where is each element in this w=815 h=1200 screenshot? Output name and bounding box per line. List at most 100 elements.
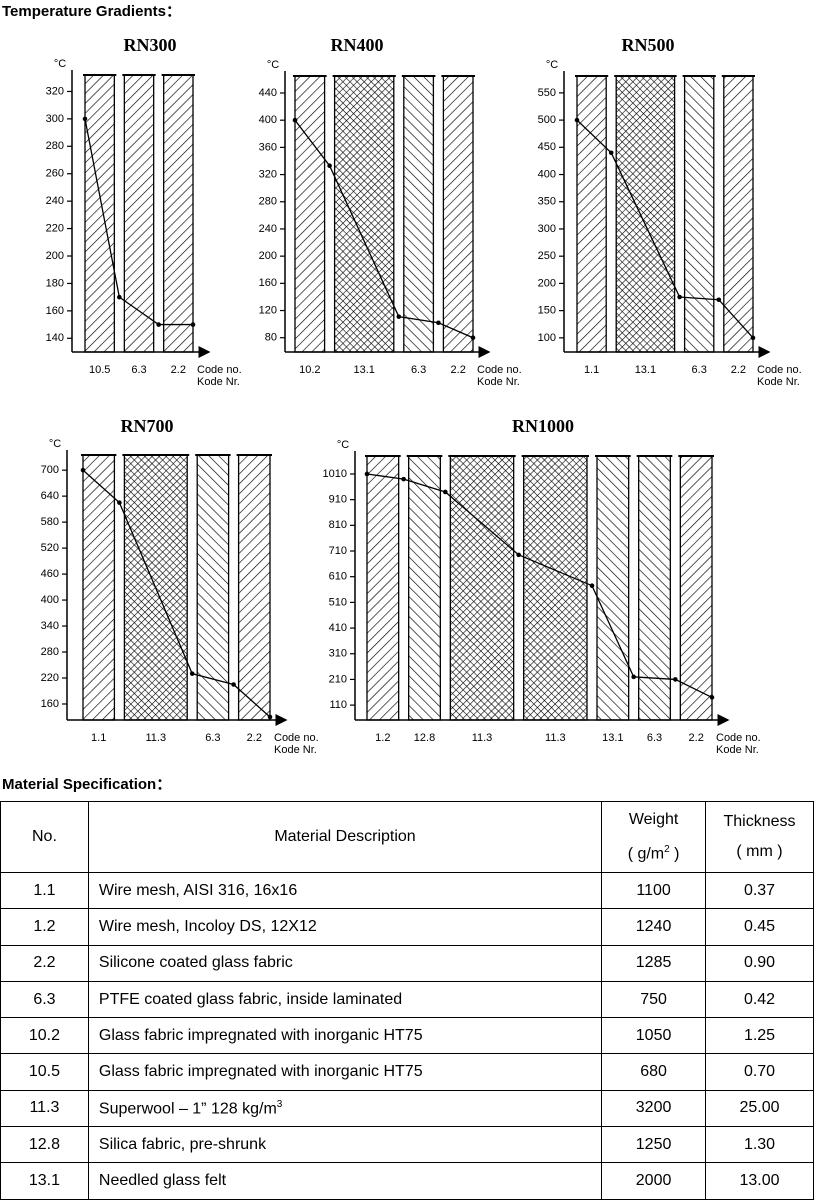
layer-code: 6.3 (205, 732, 220, 744)
x-label: Kode Nr. (197, 376, 240, 388)
cell-no: 13.1 (0, 1162, 89, 1200)
temperature-point (190, 322, 196, 327)
layer (723, 75, 754, 353)
y-tick-label: 150 (538, 305, 556, 317)
temperature-point (80, 467, 86, 473)
cell-thickness: 0.45 (705, 908, 814, 946)
x-label: Kode Nr. (757, 376, 800, 388)
cell-thickness: 1.30 (705, 1126, 814, 1164)
temperature-point (156, 322, 161, 327)
y-tick-label: 240 (46, 195, 64, 207)
x-label: Code no. (197, 364, 242, 376)
chart-title: RN500 (622, 35, 675, 55)
temperature-point (231, 682, 236, 687)
header-unit: ( mm ) (736, 843, 783, 860)
layer (615, 75, 676, 353)
header-cell: Weight ( g/m2 ) (601, 801, 707, 873)
description: Silicone coated glass fabric (98, 954, 293, 972)
description: Glass fabric impregnated with inorganic … (98, 1063, 423, 1081)
header-unit: ( g/m2 ) (602, 835, 705, 869)
layer-code: 11.3 (545, 732, 566, 744)
description: Silica fabric, pre-shrunk (98, 1135, 267, 1153)
table-row: 1.1 Wire mesh, AISI 316, 16x16 1100 0.37 (0, 871, 814, 910)
layer (163, 74, 194, 353)
x-label: Kode Nr. (274, 744, 317, 756)
y-tick-label: 310 (329, 648, 347, 660)
y-tick-label: 160 (41, 698, 59, 710)
cell-no: 10.2 (0, 1017, 89, 1055)
cell-weight: 2000 (601, 1162, 707, 1200)
chart-title: RN300 (124, 35, 177, 55)
layer-code: 10.2 (299, 364, 320, 376)
description: Superwool – 1” 128 kg/m (98, 1100, 277, 1118)
y-tick-label: 250 (538, 250, 556, 262)
chart-title: RN700 (121, 416, 174, 436)
y-tick-label: 140 (46, 332, 64, 344)
y-tick-label: 340 (41, 620, 59, 632)
x-label: Kode Nr. (716, 744, 759, 756)
layer (576, 75, 607, 353)
y-tick-label: 210 (329, 673, 347, 685)
cell-description: Glass fabric impregnated with inorganic … (87, 1053, 603, 1091)
y-tick-label: 260 (46, 168, 64, 180)
x-label: Kode Nr. (477, 376, 520, 388)
layer-code: 10.5 (89, 364, 110, 376)
cell-no: 1.2 (0, 908, 89, 946)
temperature-point (364, 471, 370, 477)
y-tick-label: 240 (259, 223, 277, 235)
x-label: Code no. (274, 732, 319, 744)
y-tick-label: 1010 (323, 468, 347, 480)
temperature-point (750, 335, 756, 341)
layer-code: 2.2 (247, 732, 262, 744)
x-label: Code no. (757, 364, 802, 376)
temperature-line (84, 118, 193, 326)
y-tick-label: 520 (41, 542, 59, 554)
y-tick-label: 440 (259, 87, 277, 99)
cell-description: Wire mesh, AISI 316, 16x16 (87, 871, 603, 910)
cell-weight: 680 (601, 1053, 707, 1091)
y-tick-label: 300 (46, 113, 64, 125)
y-tick-label: 320 (46, 85, 64, 97)
temperature-point (443, 489, 448, 495)
table-row: 13.1 Needled glass felt 2000 13.00 (0, 1162, 814, 1200)
chart-title: RN1000 (512, 416, 574, 436)
y-tick-label: 80 (265, 332, 277, 344)
layer (196, 454, 230, 721)
y-tick-label: 320 (259, 168, 277, 180)
section-heading: Temperature Gradients： (2, 3, 181, 20)
layer-code: 13.1 (353, 364, 374, 376)
layer-code: 2.2 (689, 732, 704, 744)
description: PTFE coated glass fabric, inside laminat… (98, 990, 403, 1008)
y-tick-label: 550 (538, 87, 556, 99)
layer (366, 455, 400, 721)
y-tick-label: 700 (41, 464, 59, 476)
table-row: 10.5 Glass fabric impregnated with inorga… (0, 1053, 814, 1091)
temperature-point (516, 552, 521, 558)
layer-code: 1.2 (375, 732, 390, 744)
y-tick-label: 110 (329, 699, 347, 711)
y-tick-label: 580 (41, 516, 59, 528)
y-tick-label: 280 (46, 140, 64, 152)
layer (403, 75, 435, 353)
layer (683, 75, 715, 353)
cell-weight: 1100 (601, 871, 707, 910)
table-row: 10.2 Glass fabric impregnated with inorga… (0, 1017, 814, 1055)
cell-no: 12.8 (0, 1126, 89, 1164)
y-unit: °C (267, 59, 279, 71)
temperature-point (631, 674, 636, 680)
cell-thickness: 0.37 (705, 871, 814, 910)
description: Wire mesh, Incoloy DS, 12X12 (98, 917, 317, 935)
table-row: 12.8 Silica fabric, pre-shrunk 1250 1.30 (0, 1126, 814, 1164)
y-tick-label: 610 (329, 571, 347, 583)
cell-description: PTFE coated glass fabric, inside laminat… (87, 980, 603, 1019)
table-row: 1.2 Wire mesh, Incoloy DS, 12X12 1240 0.45 (0, 908, 814, 946)
cell-weight: 1285 (601, 944, 707, 982)
y-tick-label: 400 (538, 168, 556, 180)
temperature-point (117, 500, 122, 505)
temperature-point (470, 335, 476, 341)
layer-code: 2.2 (171, 364, 186, 376)
layer (638, 455, 671, 721)
temperature-point (709, 695, 715, 700)
header-label: Thickness (723, 813, 796, 830)
y-tick-label: 220 (41, 672, 59, 684)
